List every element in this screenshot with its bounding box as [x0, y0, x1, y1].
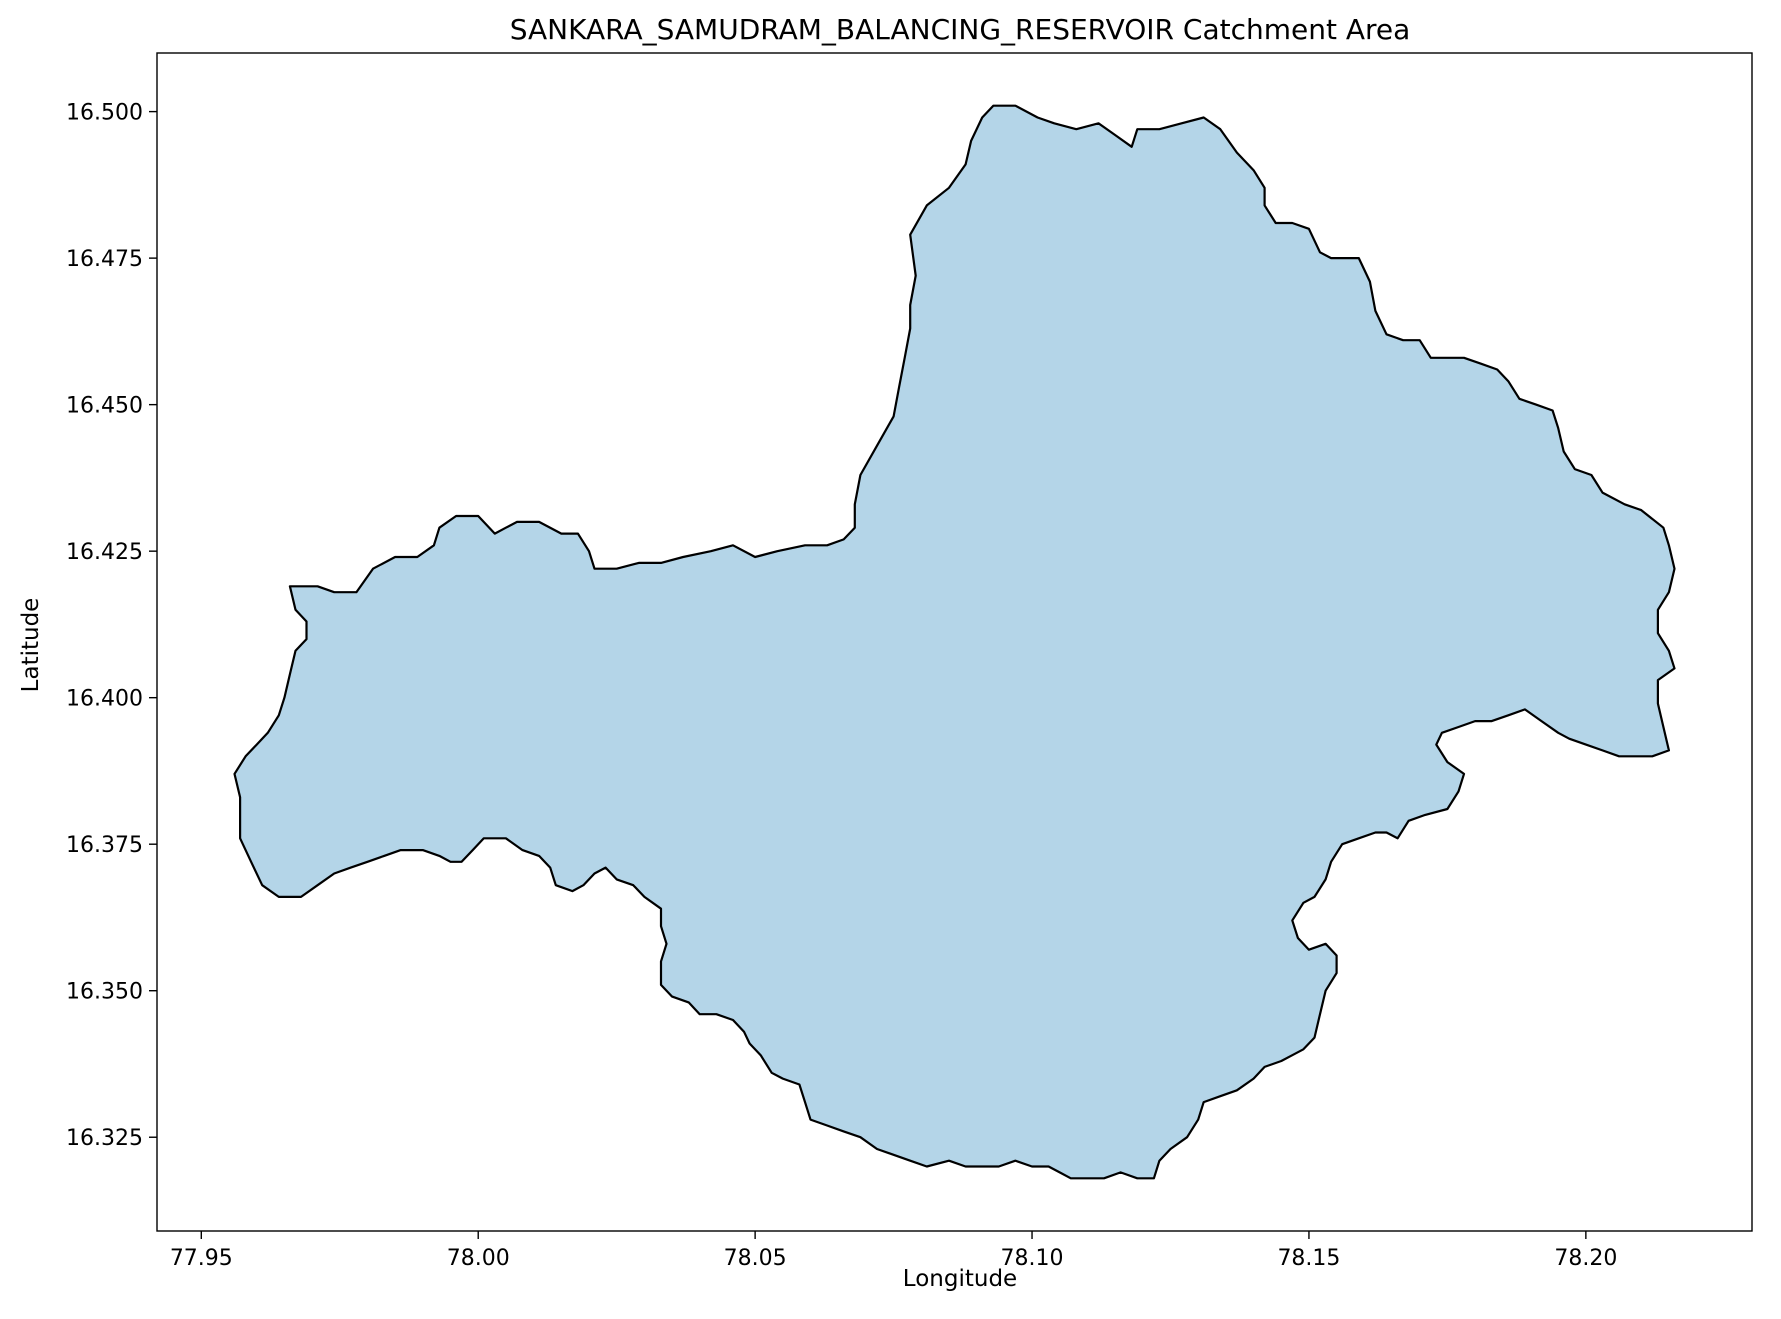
- plot-frame: [156, 52, 1753, 1232]
- y-tick-label: 16.450: [66, 394, 143, 419]
- y-tick-label: 16.425: [66, 540, 143, 565]
- x-axis-label: Longitude: [903, 1266, 1017, 1292]
- map-title: SANKARA_SAMUDRAM_BALANCING_RESERVOIR Cat…: [510, 13, 1411, 46]
- y-tick-label: 16.350: [66, 980, 143, 1005]
- catchment-polygon: [233, 104, 1676, 1180]
- y-tick-label: 16.375: [66, 833, 143, 858]
- x-axis-ticks: 77.95 78.00 78.05 78.10 78.15 78.20: [170, 1231, 1617, 1271]
- y-tick-label: 16.325: [66, 1126, 143, 1151]
- x-tick-label: 78.10: [1001, 1246, 1064, 1271]
- y-tick-label: 16.500: [66, 101, 143, 126]
- x-tick-label: 77.95: [170, 1246, 233, 1271]
- plot-area: [156, 52, 1753, 1232]
- x-tick-label: 78.05: [724, 1246, 787, 1271]
- y-tick-label: 16.475: [66, 247, 143, 272]
- y-tick-label: 16.400: [66, 687, 143, 712]
- y-axis-ticks: 16.325 16.350 16.375 16.400 16.425 16.450 16.4…: [66, 101, 157, 1151]
- y-axis-label: Latitude: [18, 598, 44, 693]
- x-tick-label: 78.00: [447, 1246, 510, 1271]
- x-tick-label: 78.20: [1554, 1246, 1617, 1271]
- x-tick-label: 78.15: [1277, 1246, 1340, 1271]
